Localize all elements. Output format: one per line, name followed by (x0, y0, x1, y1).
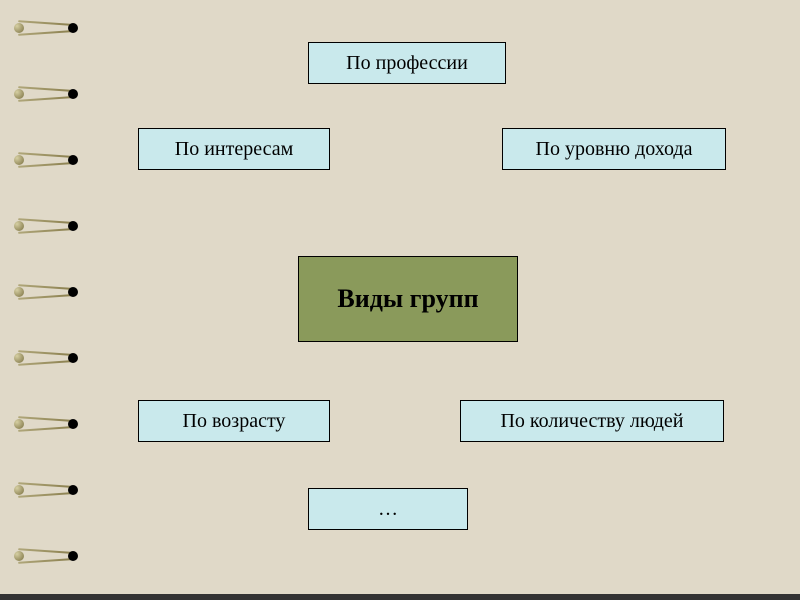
binder-ring (18, 214, 88, 238)
binder-ring (18, 82, 88, 106)
binder-ring (18, 544, 88, 568)
ring-wire (18, 548, 73, 554)
ring-wire (18, 228, 73, 234)
ring-hole (68, 287, 78, 297)
ring-hole (68, 353, 78, 363)
node-profession: По профессии (308, 42, 506, 84)
ring-wire (18, 558, 73, 564)
ring-wire (18, 30, 73, 36)
ring-wire (18, 218, 73, 224)
ring-wire (18, 86, 73, 92)
ring-tip (14, 287, 24, 297)
node-count: По количеству людей (460, 400, 724, 442)
ring-wire (18, 20, 73, 26)
ring-hole (68, 221, 78, 231)
ring-tip (14, 221, 24, 231)
binder-ring (18, 280, 88, 304)
ring-tip (14, 155, 24, 165)
ring-wire (18, 152, 73, 158)
ring-tip (14, 485, 24, 495)
binder-ring (18, 16, 88, 40)
node-income: По уровню дохода (502, 128, 726, 170)
node-age: По возрасту (138, 400, 330, 442)
binder-ring (18, 346, 88, 370)
ring-wire (18, 426, 73, 432)
ring-tip (14, 89, 24, 99)
ring-tip (14, 419, 24, 429)
ring-wire (18, 416, 73, 422)
ring-tip (14, 23, 24, 33)
ring-hole (68, 551, 78, 561)
ring-hole (68, 23, 78, 33)
ring-tip (14, 353, 24, 363)
ring-wire (18, 96, 73, 102)
ring-wire (18, 482, 73, 488)
binder-rings (18, 0, 88, 594)
ring-wire (18, 360, 73, 366)
center-box: Виды групп (298, 256, 518, 342)
ring-wire (18, 294, 73, 300)
binder-ring (18, 412, 88, 436)
slide: Виды групп По профессии По интересам По уро… (0, 0, 800, 600)
ring-hole (68, 419, 78, 429)
node-interests: По интересам (138, 128, 330, 170)
binder-ring (18, 148, 88, 172)
ring-wire (18, 350, 73, 356)
ring-hole (68, 485, 78, 495)
node-ellipsis: … (308, 488, 468, 530)
ring-tip (14, 551, 24, 561)
ring-wire (18, 492, 73, 498)
ring-wire (18, 284, 73, 290)
ring-wire (18, 162, 73, 168)
ring-hole (68, 155, 78, 165)
ring-hole (68, 89, 78, 99)
binder-ring (18, 478, 88, 502)
